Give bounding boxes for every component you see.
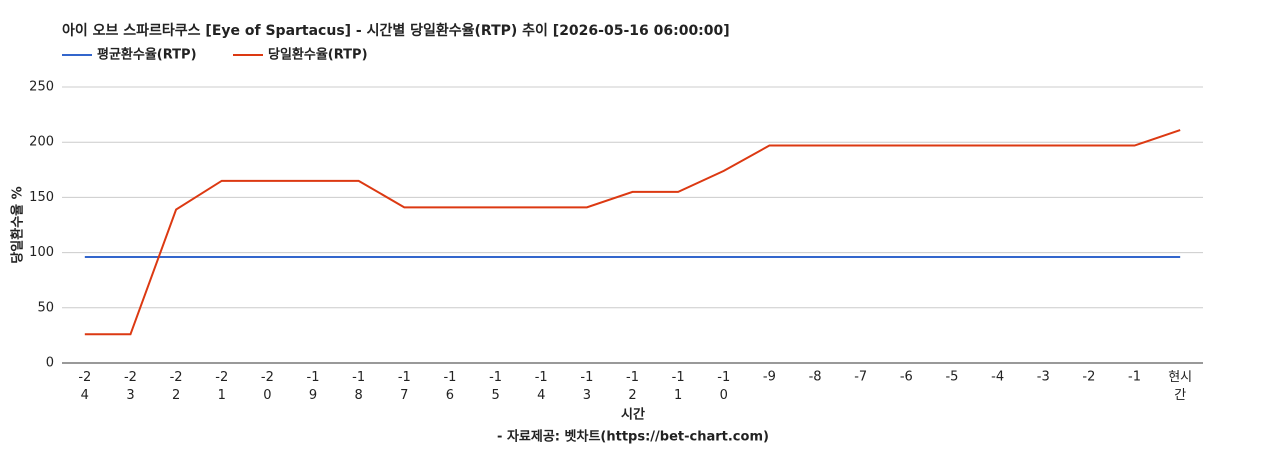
x-tick-label: -2 2 [170,370,183,403]
x-tick-label: -5 [945,370,958,385]
x-tick-label: -1 8 [352,370,365,403]
legend-label: 평균환수율(RTP) [97,47,197,63]
x-axis-label: 시간 [621,407,645,423]
x-tick-label: -1 4 [535,370,548,403]
x-tick-label: -6 [900,370,913,385]
y-tick-label: 250 [29,80,54,95]
x-tick-label: -1 1 [672,370,685,403]
legend-label: 당일환수율(RTP) [268,47,368,63]
x-tick-label: -7 [854,370,867,385]
x-tick-label: -3 [1037,370,1050,385]
x-tick-label: -1 5 [489,370,502,403]
x-tick-label: -1 6 [443,370,456,403]
x-tick-label: -1 7 [398,370,411,403]
y-tick-label: 50 [37,300,54,315]
y-tick-label: 100 [29,245,54,260]
chart-title: 아이 오브 스파르타쿠스 [Eye of Spartacus] - 시간별 당일… [62,22,730,39]
x-tick-label: -8 [809,370,822,385]
x-tick-label: -2 0 [261,370,274,403]
y-tick-label: 200 [29,135,54,150]
x-tick-label: -2 [1082,370,1095,385]
series-line [84,129,1181,336]
source-note: - 자료제공: 벳차트(https://bet-chart.com) [497,429,769,445]
x-tick-label: -2 3 [124,370,137,403]
y-tick-label: 0 [46,356,54,371]
y-axis-label: 당일환수율 % [10,186,26,263]
x-tick-label: -2 1 [215,370,228,403]
y-tick-label: 150 [29,190,54,205]
x-tick-label: -1 9 [307,370,320,403]
x-tick-label: -1 [1128,370,1141,385]
x-tick-label: -4 [991,370,1004,385]
x-tick-label: -1 3 [580,370,593,403]
x-tick-label: 현시 간 [1168,370,1192,403]
x-tick-label: -1 2 [626,370,639,403]
x-tick-label: -2 4 [78,370,91,403]
x-tick-label: -9 [763,370,776,385]
x-tick-label: -1 0 [717,370,730,403]
